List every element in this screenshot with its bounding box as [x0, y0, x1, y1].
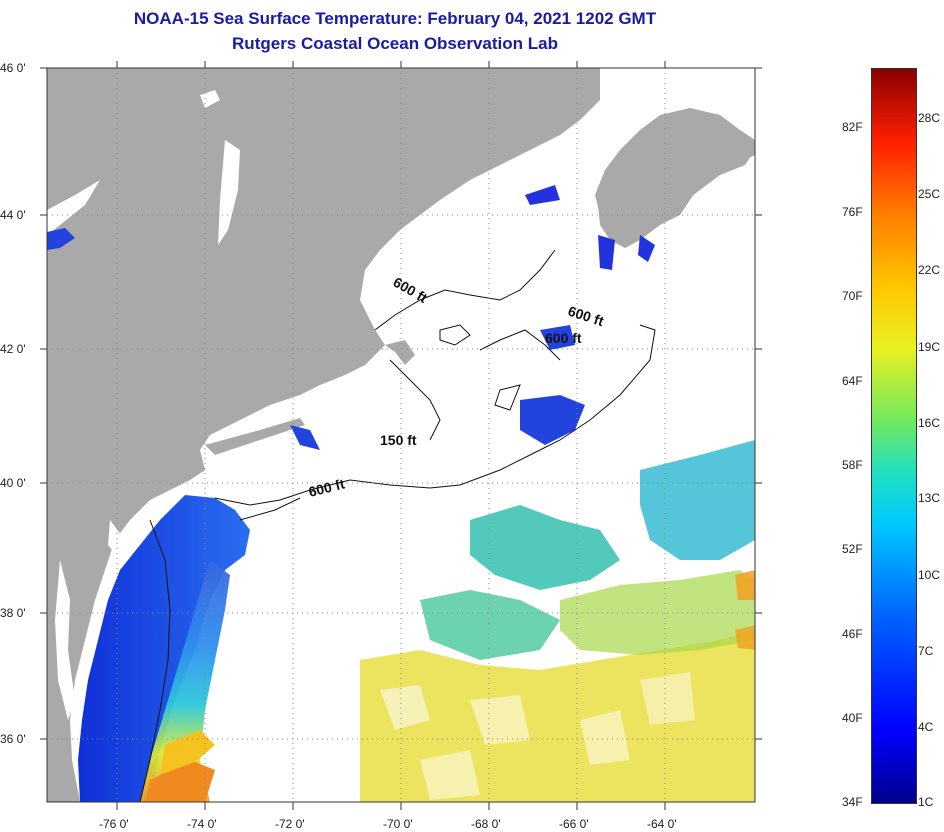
colorbar-c-label: 22C — [918, 263, 941, 277]
lake-ontario — [47, 228, 75, 250]
sst-patch — [598, 235, 615, 270]
colorbar-c-label: 1C — [918, 795, 934, 809]
land-nova-scotia — [598, 135, 755, 248]
contour-label: 600 ft — [545, 330, 582, 346]
lat-label: 40 0' — [0, 476, 26, 490]
lat-label: 38 0' — [0, 606, 26, 620]
bathymetry-contours — [139, 249, 656, 802]
land-cape-cod — [385, 340, 415, 365]
lat-label: 42 0' — [0, 342, 26, 356]
lat-label: 36 0' — [0, 732, 26, 746]
colorbar-f-label: 70F — [842, 289, 863, 303]
axis-ticks — [40, 61, 762, 810]
lon-label: -66 0' — [559, 817, 589, 831]
colorbar-c-label: 7C — [918, 644, 934, 658]
colorbar-c-label: 16C — [918, 416, 941, 430]
land-new-england — [47, 68, 600, 802]
land-long-island — [205, 418, 305, 455]
colorbar-f-label: 34F — [842, 795, 863, 809]
colorbar-c-label: 13C — [918, 491, 941, 505]
sst-shelf-gradient — [140, 560, 230, 802]
lon-label: -64 0' — [647, 817, 677, 831]
delaware-bay — [108, 520, 125, 560]
temperature-colorbar — [871, 68, 917, 804]
sst-gulfstream-warm — [145, 760, 215, 802]
colorbar-c-label: 25C — [918, 187, 941, 201]
sst-patch — [540, 325, 575, 350]
lat-label: 44 0' — [0, 208, 26, 222]
colorbar-c-label: 19C — [918, 340, 941, 354]
chesapeake-bay — [55, 560, 75, 720]
lake — [218, 140, 240, 245]
lake — [47, 180, 100, 235]
sst-offshore-field — [360, 440, 755, 802]
colorbar-f-label: 52F — [842, 542, 863, 556]
colorbar-f-label: 46F — [842, 627, 863, 641]
lon-label: -74 0' — [187, 817, 217, 831]
graticule — [47, 68, 755, 802]
map-subtitle: Rutgers Coastal Ocean Observation Lab — [232, 34, 558, 53]
map-title: NOAA-15 Sea Surface Temperature: Februar… — [133, 9, 657, 28]
sst-patch — [290, 425, 320, 450]
contour-label: 150 ft — [380, 432, 417, 448]
sst-patch — [525, 185, 560, 205]
lon-label: -68 0' — [471, 817, 501, 831]
colorbar-f-label: 64F — [842, 374, 863, 388]
sst-patch — [520, 395, 585, 445]
lon-label: -76 0' — [99, 817, 129, 831]
lon-label: -70 0' — [383, 817, 413, 831]
sst-gulfstream-warm — [160, 730, 215, 775]
colorbar-f-label: 58F — [842, 458, 863, 472]
lat-label: 46 0' — [0, 61, 26, 75]
sst-patch — [638, 235, 655, 262]
colorbar-f-label: 82F — [842, 120, 863, 134]
colorbar-c-label: 4C — [918, 720, 934, 734]
colorbar-f-label: 40F — [842, 711, 863, 725]
colorbar-c-label: 28C — [918, 111, 941, 125]
lon-label: -72 0' — [275, 817, 305, 831]
colorbar-f-label: 76F — [842, 205, 863, 219]
colorbar-c-label: 10C — [918, 568, 941, 582]
